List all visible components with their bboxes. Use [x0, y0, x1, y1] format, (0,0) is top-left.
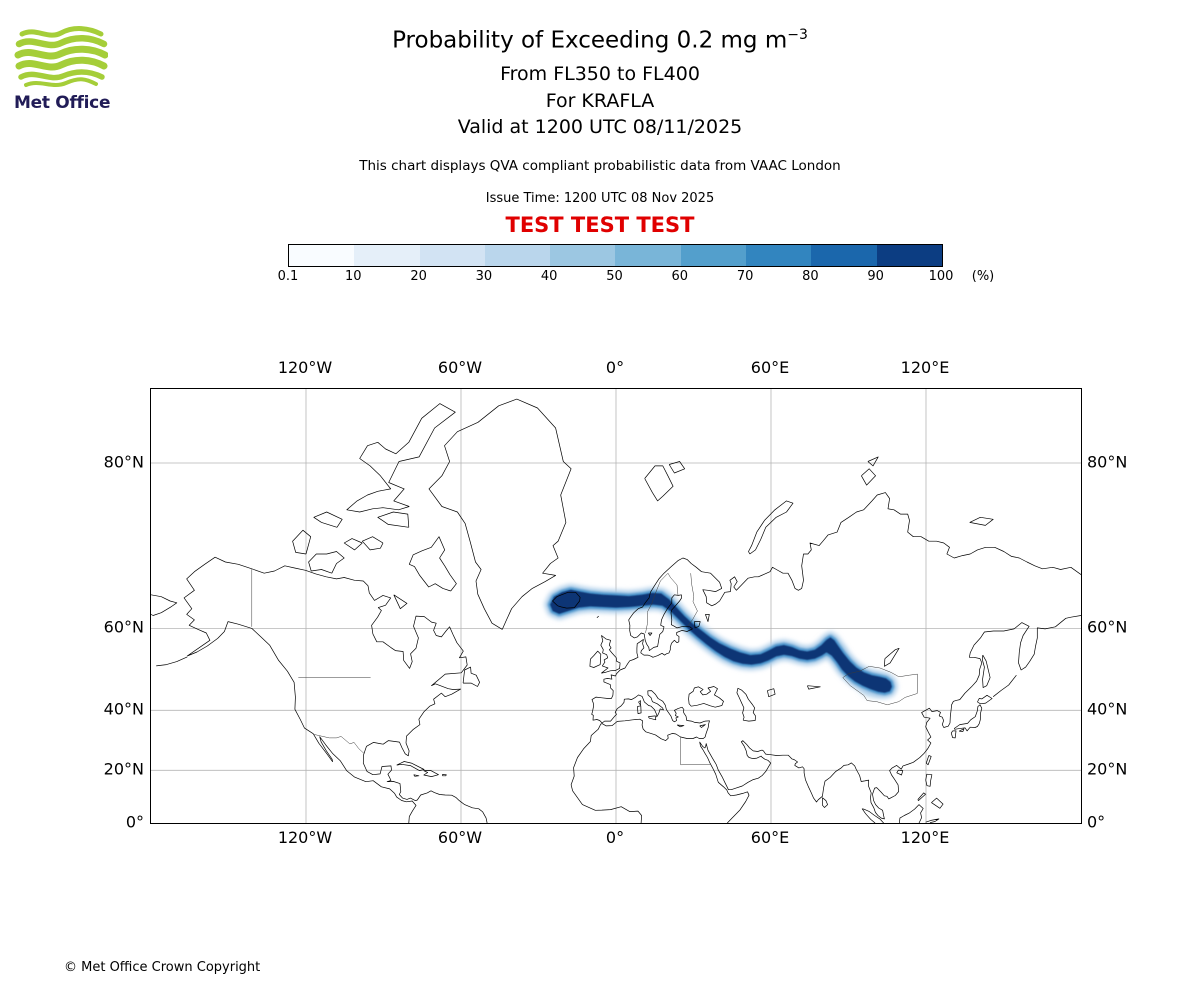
colorbar-tick-label: 100	[928, 269, 954, 284]
test-banner: TEST TEST TEST	[505, 213, 695, 237]
copyright: © Met Office Crown Copyright	[64, 960, 261, 975]
axis-label-lat-left: 80°N	[103, 452, 144, 472]
colorbar-tick-label: 50	[606, 269, 623, 284]
colorbar-segment	[811, 245, 877, 266]
met-office-logo: Met Office	[14, 26, 124, 113]
colorbar-unit-label: (%)	[971, 269, 995, 284]
country-borders	[251, 568, 918, 766]
colorbar-tick-label: 20	[410, 269, 427, 284]
colorbar-tick-label: 90	[867, 269, 884, 284]
colorbar-segment	[746, 245, 812, 266]
axis-label-lat-right: 80°N	[1087, 452, 1128, 472]
axis-label-lon-top: 60°W	[437, 358, 483, 377]
colorbar	[288, 244, 943, 267]
axis-label-lon-bottom: 120°W	[277, 828, 333, 847]
colorbar-segment	[615, 245, 681, 266]
axis-label-lon-bottom: 60°E	[750, 828, 790, 847]
page-title: Probability of Exceeding 0.2 mg m−3	[0, 27, 1200, 54]
colorbar-segment	[354, 245, 420, 266]
axis-label-lon-top: 60°E	[750, 358, 790, 377]
met-office-logo-waves	[14, 26, 109, 87]
axis-label-lat-right: 0°	[1087, 812, 1106, 832]
axis-label-lat-right: 60°N	[1087, 617, 1128, 637]
axis-label-lon-bottom: 0°	[605, 828, 625, 847]
colorbar-segment	[876, 245, 942, 266]
colorbar-segment	[484, 245, 551, 266]
axis-label-lat-left: 0°	[125, 812, 144, 832]
axis-label-lat-left: 40°N	[103, 699, 144, 719]
axis-label-lon-top: 0°	[605, 358, 625, 377]
coastlines	[150, 398, 1082, 824]
axis-label-lat-right: 20°N	[1087, 759, 1128, 779]
met-office-wordmark: Met Office	[14, 93, 111, 113]
subtitle-flight-levels: From FL350 to FL400	[500, 63, 700, 85]
colorbar-tick-label: 40	[540, 269, 558, 284]
colorbar-segment	[680, 245, 747, 266]
subtitle-volcano: For KRAFLA	[545, 90, 655, 112]
axis-label-lon-bottom: 120°E	[900, 828, 950, 847]
axis-label-lon-top: 120°E	[900, 358, 950, 377]
ash-plume	[544, 584, 898, 699]
colorbar-tick-label: 30	[475, 269, 493, 284]
axis-label-lat-left: 20°N	[103, 759, 144, 779]
map-frame	[150, 388, 1082, 824]
title-text: Probability of Exceeding 0.2 mg m	[392, 27, 788, 54]
map-canvas	[150, 389, 1082, 824]
axis-label-lat-left: 60°N	[103, 617, 144, 637]
colorbar-tick-label: 70	[736, 269, 754, 284]
colorbar-segment	[419, 245, 485, 266]
issue-time: Issue Time: 1200 UTC 08 Nov 2025	[485, 191, 715, 206]
colorbar-segment	[550, 245, 616, 266]
colorbar-tick-label: 0.1	[277, 269, 299, 284]
axis-label-lon-top: 120°W	[277, 358, 333, 377]
subtitle-valid-time: Valid at 1200 UTC 08/11/2025	[457, 116, 743, 138]
axis-label-lat-right: 40°N	[1087, 699, 1128, 719]
colorbar-tick-label: 10	[345, 269, 362, 284]
colorbar-segment	[289, 245, 355, 266]
colorbar-tick-label: 60	[671, 269, 689, 284]
title-exponent: −3	[787, 27, 808, 43]
axis-label-lon-bottom: 60°W	[437, 828, 483, 847]
qva-disclaimer: This chart displays QVA compliant probab…	[359, 158, 841, 174]
colorbar-tick-label: 80	[802, 269, 819, 284]
